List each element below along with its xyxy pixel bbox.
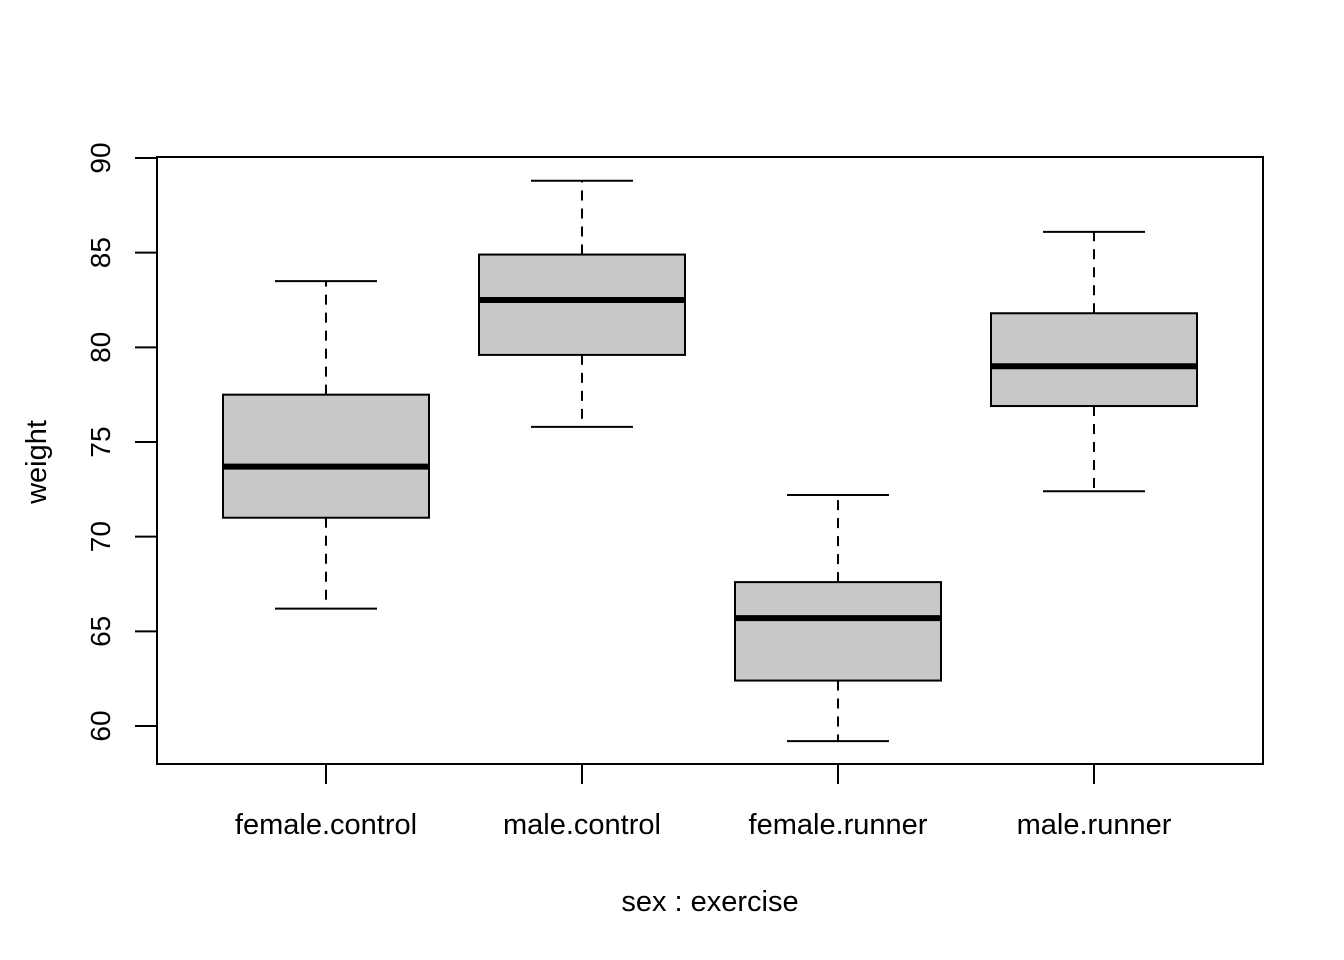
iqr-box: [734, 581, 942, 682]
y-tick-label: 60: [85, 710, 116, 741]
box-male.control: [478, 179, 686, 428]
iqr-box: [222, 393, 430, 519]
box-female.control: [222, 280, 430, 610]
y-axis-label: weight: [21, 420, 53, 505]
y-tick-label: 90: [85, 142, 116, 173]
y-tick-label: 75: [85, 426, 116, 457]
y-tick-label: 80: [85, 332, 116, 363]
y-tick-label: 65: [85, 616, 116, 647]
iqr-box: [478, 253, 686, 356]
boxes: [222, 179, 1198, 743]
x-tick-label: female.control: [235, 809, 417, 841]
iqr-box: [990, 312, 1198, 408]
box-male.runner: [990, 230, 1198, 493]
x-axis-label: sex : exercise: [621, 886, 798, 918]
x-tick-label: male.control: [503, 809, 661, 841]
x-tick-label: female.runner: [749, 809, 928, 841]
y-tick-label: 85: [85, 237, 116, 268]
y-tick-label: 70: [85, 521, 116, 552]
x-tick-label: male.runner: [1017, 809, 1172, 841]
y-axis: 60 65 70 75 80 85 90: [85, 142, 158, 742]
box-female.runner: [734, 494, 942, 743]
x-axis: female.control male.control female.runner m…: [235, 764, 1172, 841]
